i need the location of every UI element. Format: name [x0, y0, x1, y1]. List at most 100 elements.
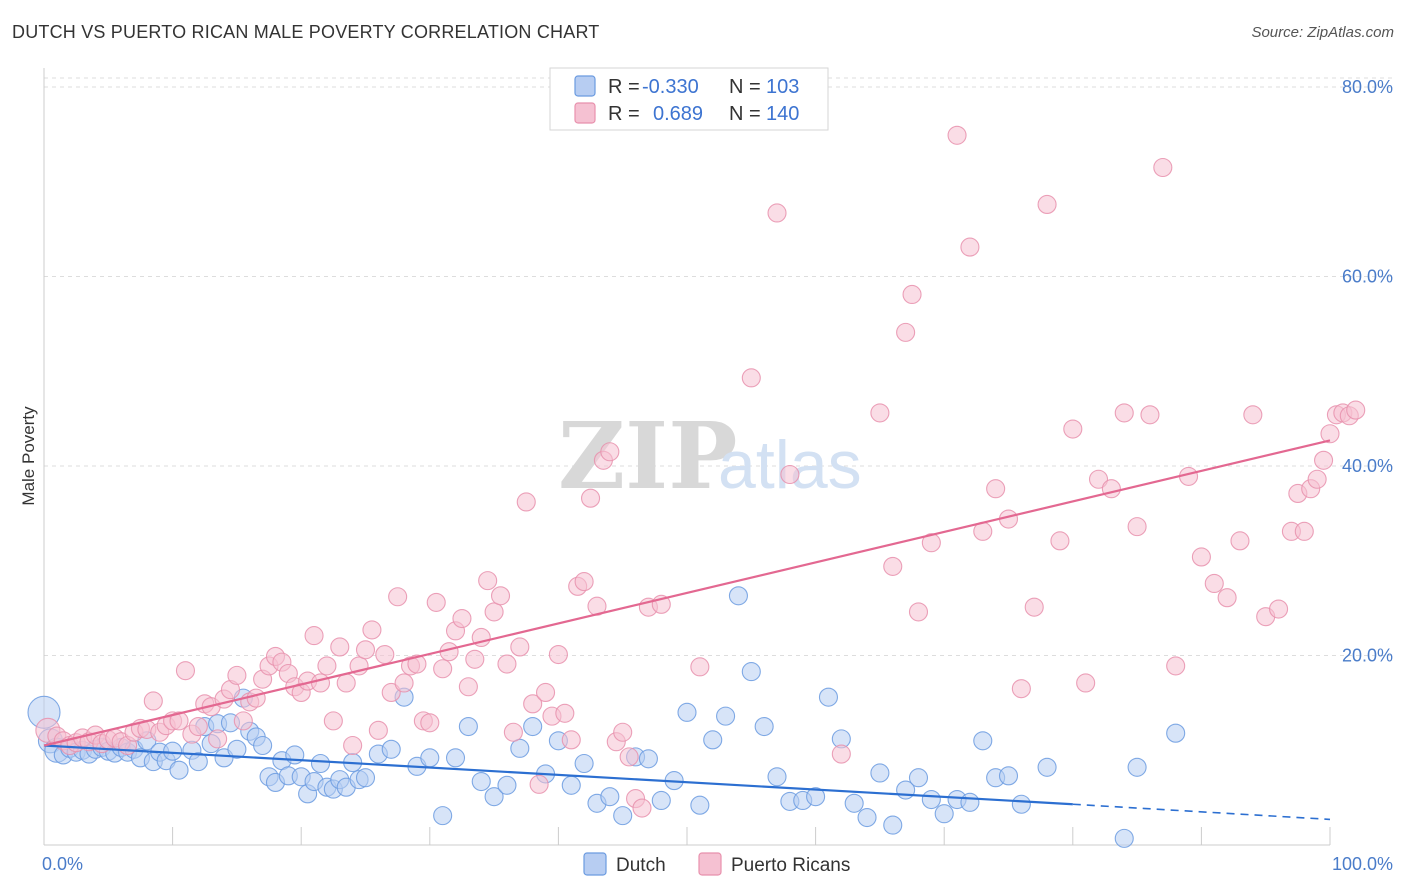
data-point — [317, 656, 337, 676]
data-point — [143, 691, 163, 711]
data-point — [767, 203, 787, 223]
data-point — [908, 768, 929, 788]
data-point — [1127, 757, 1147, 777]
data-point — [632, 798, 652, 818]
data-point — [1243, 405, 1263, 425]
data-point — [780, 464, 800, 485]
data-point — [1088, 469, 1109, 489]
data-point — [1114, 403, 1134, 423]
data-point — [426, 592, 446, 612]
data-point — [703, 730, 723, 750]
data-point — [523, 694, 543, 714]
data-point — [960, 237, 980, 257]
data-point — [445, 748, 466, 768]
data-point — [1166, 723, 1186, 743]
data-point — [986, 479, 1006, 499]
data-point — [490, 586, 511, 606]
data-point — [600, 442, 620, 462]
data-point — [947, 125, 967, 145]
data-point — [1011, 679, 1031, 699]
legend-dutch-swatch — [583, 852, 607, 876]
data-point — [921, 789, 941, 810]
data-point — [407, 654, 427, 674]
data-point — [188, 717, 208, 737]
data-point — [1050, 531, 1070, 551]
dutch-points — [27, 586, 1186, 848]
data-point — [818, 687, 839, 707]
data-point — [516, 492, 536, 512]
data-point — [394, 673, 414, 693]
pr-r-label: R = — [608, 103, 640, 125]
data-point — [458, 717, 478, 737]
data-point — [310, 673, 331, 693]
y-tick-label: 60.0% — [1342, 266, 1393, 286]
data-point — [716, 706, 736, 726]
data-point — [857, 807, 877, 828]
data-point — [960, 792, 980, 812]
data-point — [561, 775, 581, 795]
data-point — [754, 717, 774, 737]
data-point — [741, 662, 761, 682]
data-point — [741, 368, 761, 388]
data-point — [523, 717, 543, 737]
data-point — [870, 763, 890, 783]
bottom-legend: Dutch Puerto Ricans — [583, 852, 850, 876]
data-point — [600, 787, 620, 807]
data-point — [484, 787, 504, 807]
data-point — [921, 533, 941, 553]
data-point — [690, 795, 710, 815]
legend-dutch-label: Dutch — [616, 855, 666, 876]
data-point — [503, 722, 523, 742]
data-point — [478, 571, 498, 591]
data-point — [420, 748, 440, 768]
data-point — [1346, 400, 1366, 420]
data-point — [246, 688, 266, 708]
dutch-swatch — [574, 75, 596, 97]
data-point — [1076, 673, 1096, 693]
data-point — [902, 284, 922, 305]
data-point — [497, 775, 517, 795]
data-point — [806, 787, 826, 807]
y-tick-label: 40.0% — [1342, 456, 1393, 476]
data-point — [484, 602, 504, 622]
y-tick-label: 80.0% — [1342, 77, 1393, 97]
x-tick-label: 0.0% — [42, 854, 83, 874]
pr-n-value: 140 — [766, 103, 799, 125]
data-point — [998, 766, 1019, 786]
data-point — [767, 767, 787, 787]
data-point — [574, 753, 594, 774]
data-point — [227, 739, 247, 759]
data-point — [188, 752, 208, 772]
data-point — [535, 682, 556, 702]
data-point — [1191, 547, 1211, 567]
data-point — [1217, 588, 1237, 608]
data-point — [844, 793, 864, 813]
dutch-trend-extension — [1072, 803, 1331, 821]
data-point — [690, 657, 710, 677]
data-point — [580, 488, 601, 508]
data-point — [613, 722, 633, 742]
data-point — [555, 703, 575, 723]
data-point — [465, 649, 485, 669]
legend-pr-label: Puerto Ricans — [731, 855, 850, 876]
data-point — [1140, 405, 1160, 425]
data-point — [343, 735, 363, 756]
data-point — [497, 654, 517, 674]
data-point — [1101, 479, 1121, 499]
data-point — [574, 572, 594, 592]
pr-swatch — [574, 102, 596, 124]
data-point — [1011, 794, 1031, 814]
data-point — [529, 774, 549, 794]
data-point — [1269, 599, 1289, 619]
data-point — [368, 720, 388, 740]
y-axis-label: Male Poverty — [19, 406, 38, 506]
data-point — [471, 771, 491, 792]
data-point — [870, 403, 890, 423]
data-point — [883, 815, 903, 835]
data-point — [420, 713, 440, 733]
data-point — [1024, 597, 1044, 617]
stats-legend-box — [549, 67, 829, 131]
data-point — [381, 682, 401, 702]
dutch-n-label: N = — [729, 76, 761, 98]
trend-lines — [43, 439, 1331, 821]
